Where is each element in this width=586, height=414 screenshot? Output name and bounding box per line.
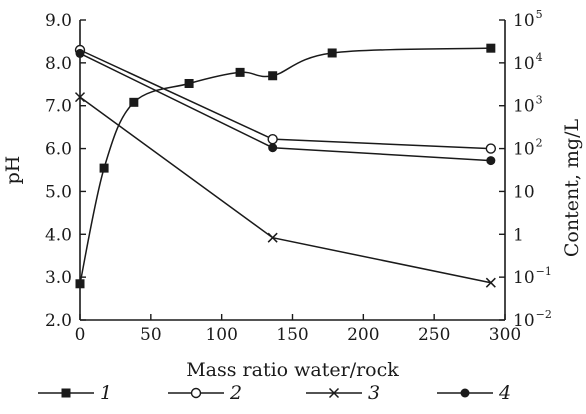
series-1-point — [268, 71, 278, 81]
x-tick-label: 200 — [347, 325, 379, 345]
series-1-point — [486, 43, 496, 53]
cross-stroke — [74, 92, 86, 103]
cross-stroke — [267, 232, 278, 243]
y-right-tick-label: 10 — [513, 182, 535, 202]
legend-marker-2 — [190, 387, 202, 399]
y-left-tick-label: 8.0 — [45, 54, 72, 74]
series-3-point — [485, 277, 496, 288]
legend-label: 4 — [498, 382, 511, 404]
y-right-axis-title: Content, mg/L — [561, 119, 583, 258]
legend-label: 3 — [368, 382, 380, 404]
x-tick-label: 50 — [140, 325, 162, 345]
y-left-tick-label: 3.0 — [45, 268, 72, 288]
x-tick-label: 250 — [418, 325, 450, 345]
x-axis-title: Mass ratio water/rock — [186, 359, 399, 381]
series-1-point — [129, 97, 139, 107]
y-left-tick-label: 9.0 — [45, 11, 72, 31]
x-tick-label: 300 — [489, 325, 521, 345]
series-3-point — [267, 232, 278, 243]
series-4-point — [75, 48, 85, 58]
series-2-point — [485, 143, 497, 154]
y-right-tick-label: 10−2 — [513, 308, 552, 331]
cross-stroke — [485, 277, 496, 288]
legend-marker-1 — [61, 388, 71, 398]
y-right-tick-label: 105 — [513, 8, 543, 31]
series-2-line — [79, 49, 491, 150]
y-right-tick-label: 102 — [513, 137, 543, 160]
y-left-tick-label: 5.0 — [45, 182, 72, 202]
series-1-point — [99, 163, 109, 173]
legend-label: 2 — [229, 382, 242, 404]
y-left-tick-label: 7.0 — [45, 97, 72, 117]
y-right-tick-label: 104 — [513, 51, 543, 74]
series-1-point — [327, 48, 337, 58]
y-left-axis-title: pH — [2, 156, 24, 185]
series-4-point — [268, 143, 278, 153]
legend-marker-4 — [460, 388, 470, 398]
series-2-point — [267, 133, 278, 145]
y-left-tick-label: 4.0 — [45, 225, 72, 245]
x-tick-label: 0 — [75, 325, 86, 345]
legend-marker-3 — [328, 387, 340, 399]
y-left-tick-label: 2.0 — [45, 311, 72, 331]
y-right-tick-label: 10−1 — [513, 265, 552, 288]
series-1-point — [184, 78, 194, 88]
legend-label: 1 — [100, 382, 112, 404]
series-1-point — [235, 67, 245, 77]
series-4-point — [486, 156, 496, 166]
y-right-tick-label: 1 — [513, 225, 524, 245]
series-3-line — [79, 96, 491, 284]
series-1-point — [75, 279, 85, 289]
series-3-point — [74, 92, 86, 103]
y-left-tick-label: 6.0 — [45, 140, 72, 160]
x-tick-label: 100 — [205, 325, 237, 345]
x-tick-label: 150 — [276, 325, 308, 345]
cross-stroke — [328, 387, 340, 399]
y-right-tick-label: 103 — [513, 94, 543, 117]
